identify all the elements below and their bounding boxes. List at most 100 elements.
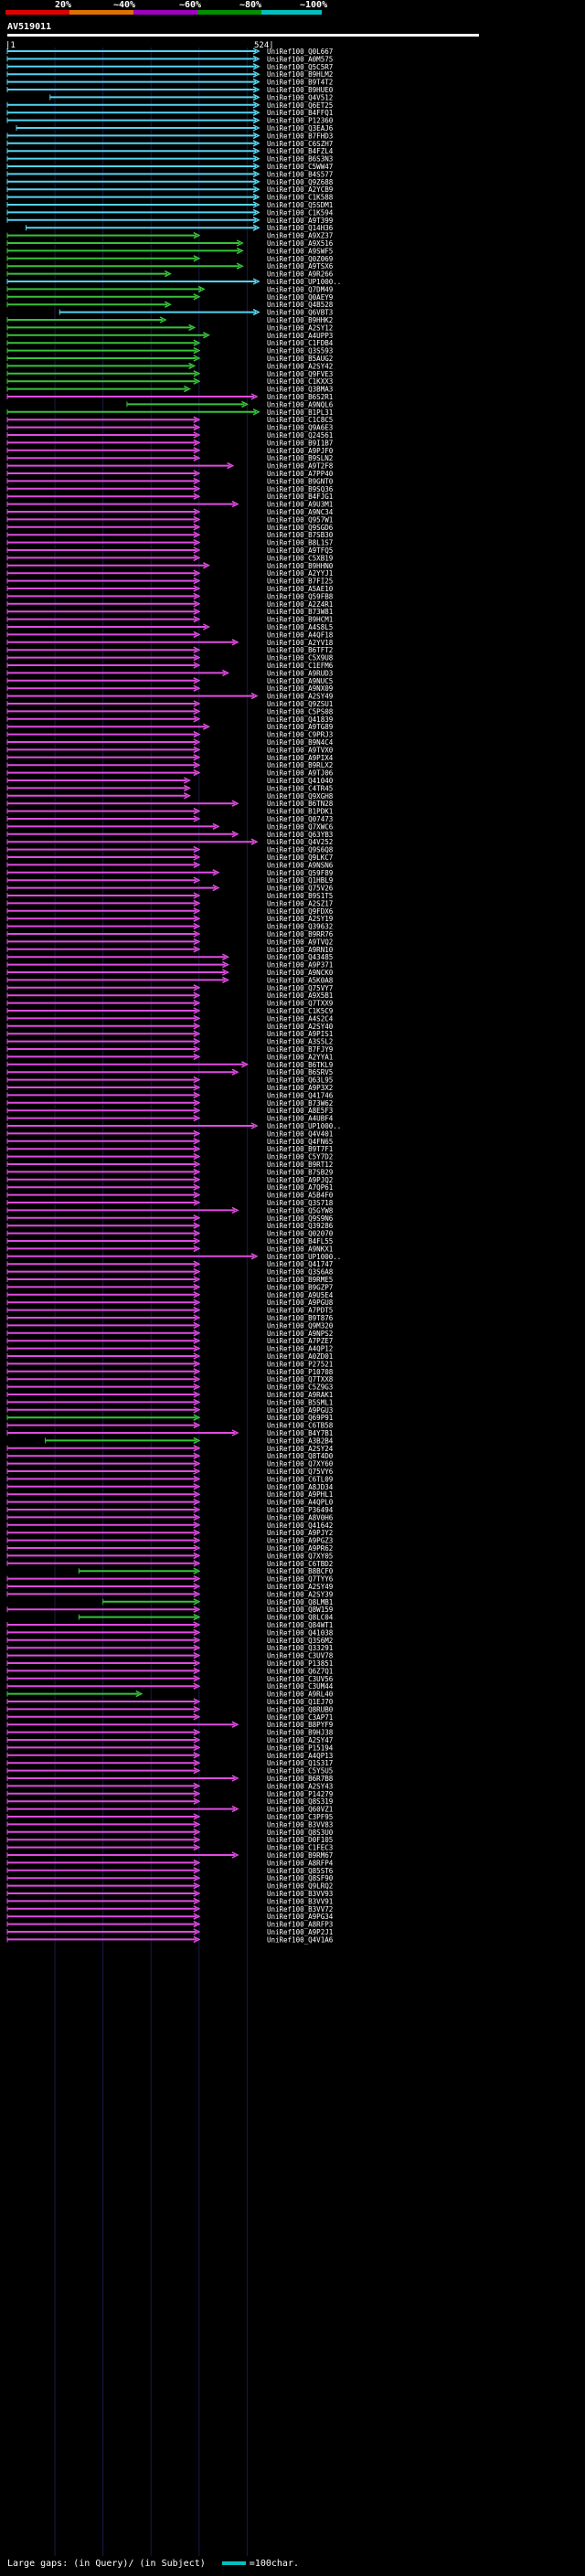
hit-label[interactable]: UniRef100_B3VV93 <box>267 1890 333 1898</box>
hit-row[interactable]: UniRef100_A2YV18 <box>6 639 334 647</box>
hit-label[interactable]: UniRef100_Q8LC04 <box>267 1614 334 1622</box>
hit-label[interactable]: UniRef100_Q60VZ1 <box>267 1806 333 1814</box>
hit-row[interactable]: UniRef100_P12360 <box>6 117 334 125</box>
hit-label[interactable]: UniRef100_A3S5L2 <box>267 1038 333 1046</box>
hit-row[interactable]: UniRef100_Q4V252 <box>6 838 333 846</box>
hit-label[interactable]: UniRef100_Q9M320 <box>267 1321 334 1330</box>
hit-label[interactable]: UniRef100_C5WW47 <box>267 163 333 171</box>
hit-row[interactable]: UniRef100_B9SLN2 <box>6 454 333 462</box>
hit-row[interactable]: UniRef100_C3UM44 <box>6 1682 334 1691</box>
hit-label[interactable]: UniRef100_B9HUE0 <box>267 86 334 94</box>
hit-label[interactable]: UniRef100_A9PGU3 <box>267 1406 333 1415</box>
hit-label[interactable]: UniRef100_B9HHK2 <box>267 316 333 324</box>
hit-label[interactable]: UniRef100_A9PJF0 <box>267 447 334 455</box>
hit-label[interactable]: UniRef100_Q4V401 <box>267 1129 333 1138</box>
hit-label[interactable]: UniRef100_Q8S319 <box>267 1797 333 1806</box>
hit-label[interactable]: UniRef100_A5B4F0 <box>267 1192 334 1200</box>
hit-row[interactable]: UniRef100_Q7XY05 <box>6 1552 333 1560</box>
hit-row[interactable]: UniRef100_A9U3M1 <box>6 501 333 509</box>
hit-row[interactable]: UniRef100_Q3S6M2 <box>6 1637 333 1645</box>
hit-row[interactable]: UniRef100_A4UPP3 <box>6 332 333 340</box>
hit-label[interactable]: UniRef100_B8BCF0 <box>267 1567 334 1575</box>
hit-row[interactable]: UniRef100_A9RL40 <box>6 1691 334 1699</box>
hit-row[interactable]: UniRef100_Q3S6A8 <box>6 1268 334 1277</box>
hit-label[interactable]: UniRef100_C6TBD2 <box>267 1560 333 1568</box>
hit-row[interactable]: UniRef100_C3AP71 <box>6 1713 333 1722</box>
hit-label[interactable]: UniRef100_C5Y7D2 <box>267 1153 333 1161</box>
hit-row[interactable]: UniRef100_Q9SGD6 <box>6 524 334 532</box>
hit-row[interactable]: UniRef100_Q9LRQ2 <box>6 1882 333 1891</box>
hit-row[interactable]: UniRef100_P15194 <box>6 1744 334 1752</box>
hit-row[interactable]: UniRef100_A9T399 <box>6 217 333 225</box>
hit-row[interactable]: UniRef100_A8RFP3 <box>6 1921 333 1929</box>
hit-label[interactable]: UniRef100_A9TVX0 <box>267 746 334 754</box>
hit-row[interactable]: UniRef100_B6R7B8 <box>6 1775 334 1783</box>
hit-row[interactable]: UniRef100_C3PF95 <box>6 1813 333 1821</box>
hit-row[interactable]: UniRef100_Q9M320 <box>6 1321 334 1330</box>
hit-row[interactable]: UniRef100_B9RR76 <box>6 930 334 938</box>
hit-label[interactable]: UniRef100_C1C8C5 <box>267 416 333 424</box>
hit-label[interactable]: UniRef100_A9TJ06 <box>267 769 334 778</box>
hit-label[interactable]: UniRef100_B6S2R1 <box>267 393 333 401</box>
hit-label[interactable]: UniRef100_Q6Z7Q1 <box>267 1667 333 1675</box>
hit-label[interactable]: UniRef100_A9PJY2 <box>267 1529 333 1537</box>
hit-label[interactable]: UniRef100_B73W62 <box>267 1099 333 1108</box>
hit-row[interactable]: UniRef100_B6S3N3 <box>6 155 333 164</box>
hit-row[interactable]: UniRef100_A9NPS2 <box>6 1330 333 1338</box>
hit-row[interactable]: UniRef100_B9HHN0 <box>6 562 334 570</box>
hit-label[interactable]: UniRef100_Q3BMA3 <box>267 386 333 394</box>
hit-label[interactable]: UniRef100_A2Z4R1 <box>267 600 333 609</box>
hit-label[interactable]: UniRef100_B6TKL9 <box>267 1061 333 1069</box>
hit-row[interactable]: UniRef100_A9R266 <box>6 270 334 279</box>
hit-row[interactable]: UniRef100_Q63YB3 <box>6 831 333 839</box>
hit-row[interactable]: UniRef100_Q8LC04 <box>78 1614 334 1622</box>
hit-label[interactable]: UniRef100_P12360 <box>267 117 334 125</box>
hit-label[interactable]: UniRef100_A9NCK0 <box>267 969 334 977</box>
hit-row[interactable]: UniRef100_B9RM67 <box>6 1851 333 1860</box>
hit-label[interactable]: UniRef100_A9TG89 <box>267 723 333 731</box>
hit-label[interactable]: UniRef100_Q9LRQ2 <box>267 1882 333 1891</box>
hit-label[interactable]: UniRef100_A7PP40 <box>267 470 334 478</box>
hit-row[interactable]: UniRef100_A2SY49 <box>6 1583 333 1591</box>
hit-label[interactable]: UniRef100_Q9ZSU1 <box>267 700 333 708</box>
hit-row[interactable]: UniRef100_B1PL31 <box>6 408 333 417</box>
hit-row[interactable]: UniRef100_Q4FN65 <box>6 1138 333 1146</box>
hit-label[interactable]: UniRef100_B7SB30 <box>267 531 334 539</box>
hit-row[interactable]: UniRef100_C6TB58 <box>6 1422 334 1430</box>
hit-row[interactable]: UniRef100_A9TFQ5 <box>6 546 333 555</box>
hit-label[interactable]: UniRef100_C6TB58 <box>267 1422 334 1430</box>
hit-row[interactable]: UniRef100_Q3S593 <box>6 347 333 355</box>
hit-row[interactable]: UniRef100_A3S5L2 <box>6 1038 333 1046</box>
hit-row[interactable]: UniRef100_B4FL55 <box>6 1237 333 1246</box>
hit-row[interactable]: UniRef100_A9T2F8 <box>6 462 334 471</box>
hit-label[interactable]: UniRef100_A2SY47 <box>267 1736 333 1744</box>
hit-row[interactable]: UniRef100_B9RLX2 <box>6 761 333 769</box>
hit-label[interactable]: UniRef100_A2SY12 <box>267 323 333 332</box>
hit-row[interactable]: UniRef100_A9X5B1 <box>6 991 333 1000</box>
hit-label[interactable]: UniRef100_Q14H36 <box>267 224 334 232</box>
hit-row[interactable]: UniRef100_Q6Z7Q1 <box>6 1667 333 1675</box>
hit-label[interactable]: UniRef100_Q41040 <box>267 777 334 785</box>
hit-row[interactable]: UniRef100_A9PJY2 <box>6 1529 333 1537</box>
hit-label[interactable]: UniRef100_Q63L95 <box>267 1076 333 1085</box>
hit-label[interactable]: UniRef100_Q3S593 <box>267 347 333 355</box>
hit-label[interactable]: UniRef100_A9XZ37 <box>267 232 333 240</box>
hit-label[interactable]: UniRef100_A4S8L5 <box>267 623 333 631</box>
hit-row[interactable]: UniRef100_P13851 <box>6 1659 333 1668</box>
hit-label[interactable]: UniRef100_A9RUD3 <box>267 669 333 677</box>
hit-label[interactable]: UniRef100_B9SQ36 <box>267 485 334 493</box>
hit-label[interactable]: UniRef100_Q3S718 <box>267 1199 334 1207</box>
hit-label[interactable]: UniRef100_C5Z9G3 <box>267 1383 333 1392</box>
hit-row[interactable]: UniRef100_Q0L667 <box>6 48 333 56</box>
hit-row[interactable]: UniRef100_Q4V1A6 <box>6 1935 334 1944</box>
hit-row[interactable]: UniRef100_A2YCB9 <box>6 186 333 194</box>
hit-label[interactable]: UniRef100_B4FFQ1 <box>267 109 333 117</box>
hit-row[interactable]: UniRef100_P27521 <box>6 1360 333 1368</box>
hit-label[interactable]: UniRef100_Q41038 <box>267 1628 334 1637</box>
hit-label[interactable]: UniRef100_A9SWF5 <box>267 247 333 255</box>
hit-label[interactable]: UniRef100_A2SY19 <box>267 915 333 923</box>
hit-row[interactable]: UniRef100_A9P3X2 <box>6 1084 333 1092</box>
hit-row[interactable]: UniRef100_A2SY49 <box>6 693 333 701</box>
hit-label[interactable]: UniRef100_Q6VBT3 <box>267 309 333 317</box>
hit-row[interactable]: UniRef100_A7QP61 <box>6 1183 333 1192</box>
